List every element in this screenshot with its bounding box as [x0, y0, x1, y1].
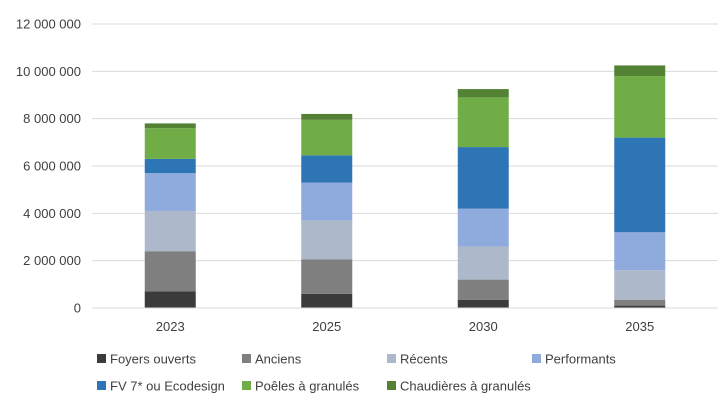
gridlines	[92, 23, 718, 262]
legend-label: Récents	[400, 352, 448, 367]
legend-label: Chaudières à granulés	[400, 379, 531, 394]
bar-segment	[614, 137, 666, 233]
bar-segment	[301, 119, 353, 156]
bar-segment	[144, 210, 196, 252]
bar-segment	[301, 182, 353, 221]
x-axis-tick-labels: 2023 2025 2030 2035	[156, 319, 654, 334]
bar-segment	[457, 246, 509, 280]
bar-segment	[614, 305, 666, 308]
bar-segment	[457, 208, 509, 247]
legend-label: FV 7* ou Ecodesign	[110, 379, 225, 394]
bar-segment	[144, 291, 196, 308]
y-tick-label: 2 000 000	[23, 253, 81, 268]
legend-swatch	[532, 354, 541, 363]
bar-segment	[614, 65, 666, 77]
x-tick-label: 2023	[156, 319, 185, 334]
y-tick-label: 12 000 000	[16, 17, 81, 32]
bars	[144, 65, 666, 308]
bar-segment	[457, 299, 509, 308]
bar-segment	[457, 147, 509, 209]
bar-segment	[301, 259, 353, 294]
bar-segment	[144, 123, 196, 129]
legend-swatch	[387, 354, 396, 363]
bar-segment	[301, 113, 353, 120]
legend-label: Performants	[545, 352, 616, 367]
bar-segment	[614, 232, 666, 271]
bar-segment	[457, 89, 509, 98]
y-tick-label: 8 000 000	[23, 111, 81, 126]
y-tick-label: 0	[74, 301, 81, 316]
bar-segment	[614, 270, 666, 300]
y-tick-label: 6 000 000	[23, 159, 81, 174]
bar-segment	[301, 155, 353, 183]
legend-swatch	[242, 381, 251, 390]
bar-segment	[614, 76, 666, 138]
bar-segment	[144, 173, 196, 211]
legend-swatch	[387, 381, 396, 390]
y-tick-label: 4 000 000	[23, 206, 81, 221]
bar-segment	[144, 128, 196, 159]
legend-swatch	[97, 381, 106, 390]
x-tick-label: 2025	[312, 319, 341, 334]
bar-segment	[301, 220, 353, 260]
bar-segment	[144, 158, 196, 174]
legend-label: Anciens	[255, 352, 302, 367]
bar-segment	[614, 299, 666, 306]
bar-segment	[301, 293, 353, 308]
bar-segment	[457, 279, 509, 300]
legend: Foyers ouverts Anciens Récents Performants F…	[97, 352, 616, 394]
bar-segment	[457, 97, 509, 148]
legend-swatch	[242, 354, 251, 363]
legend-label: Poêles à granulés	[255, 379, 360, 394]
legend-swatch	[97, 354, 106, 363]
bar-segment	[144, 251, 196, 292]
y-tick-label: 10 000 000	[16, 64, 81, 79]
x-tick-label: 2030	[469, 319, 498, 334]
x-tick-label: 2035	[625, 319, 654, 334]
y-axis-tick-labels: 0 2 000 000 4 000 000 6 000 000 8 000 000 10 …	[16, 17, 81, 316]
legend-label: Foyers ouverts	[110, 352, 196, 367]
